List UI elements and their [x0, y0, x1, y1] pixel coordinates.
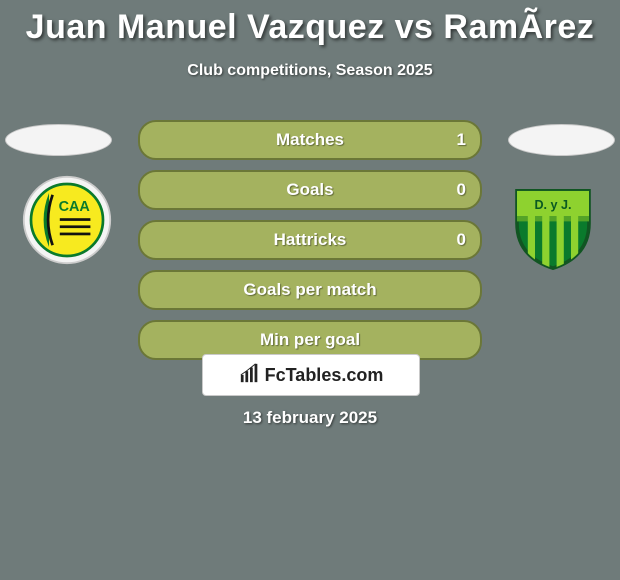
stat-bar-hattricks: Hattricks 0: [138, 220, 482, 260]
club-crest-right: D. y J.: [508, 180, 598, 270]
chart-icon: [239, 362, 261, 389]
club-crest-left: CAA: [22, 175, 112, 265]
stat-label: Min per goal: [260, 330, 360, 350]
avatar-right: [508, 124, 615, 156]
svg-text:CAA: CAA: [59, 199, 91, 215]
brand-box[interactable]: FcTables.com: [202, 354, 420, 396]
stat-value-right: 0: [457, 180, 466, 200]
svg-text:D. y J.: D. y J.: [534, 198, 571, 212]
stat-label: Hattricks: [274, 230, 347, 250]
stat-value-right: 0: [457, 230, 466, 250]
stat-value-right: 1: [457, 130, 466, 150]
stat-bars: Matches 1 Goals 0 Hattricks 0 Goals per …: [138, 120, 482, 370]
stat-bar-matches: Matches 1: [138, 120, 482, 160]
stat-label: Goals: [286, 180, 333, 200]
brand-text: FcTables.com: [265, 365, 384, 386]
stat-label: Goals per match: [243, 280, 376, 300]
stat-bar-goals-per-match: Goals per match: [138, 270, 482, 310]
date-text: 13 february 2025: [0, 408, 620, 428]
stat-bar-goals: Goals 0: [138, 170, 482, 210]
stat-label: Matches: [276, 130, 344, 150]
subtitle: Club competitions, Season 2025: [0, 62, 620, 80]
avatar-left: [5, 124, 112, 156]
page-title: Juan Manuel Vazquez vs RamÃrez: [0, 8, 620, 47]
